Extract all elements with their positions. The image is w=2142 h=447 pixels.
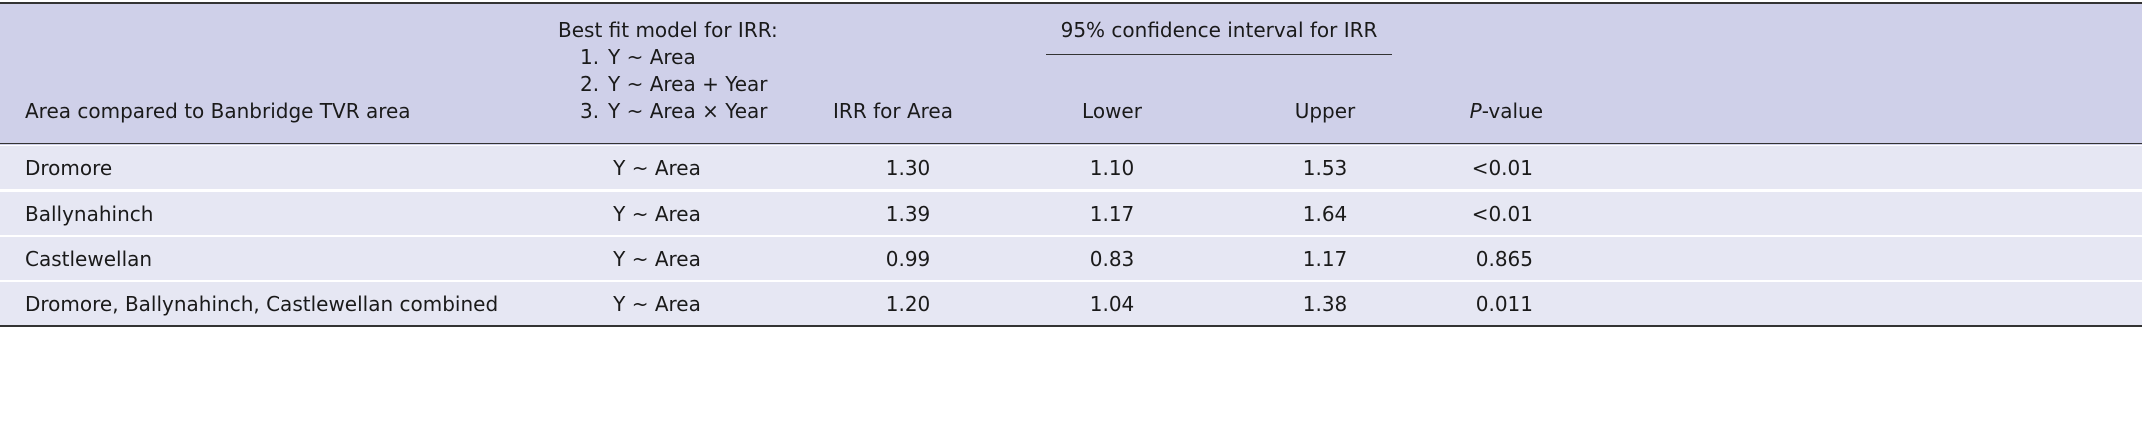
cell: 1.20 [885,292,931,316]
cell: Y ~ Area [613,292,701,316]
list-item: Y ~ Area × Year [608,99,768,123]
header-cell: IRR for Area [833,99,953,123]
cell: 0.865 [1475,247,1533,271]
cell: Y ~ Area [613,156,701,180]
header-cell: Best fit model for IRR: [558,18,778,42]
list-item: Y ~ Area [608,45,696,69]
header-rule [0,143,2142,144]
cell: Dromore, Ballynahinch, Castlewellan comb… [25,292,499,316]
cell: Y ~ Area [613,202,701,226]
cell: 0.83 [1089,247,1135,271]
row-background [0,282,2142,325]
cell: Ballynahinch [25,202,154,226]
cell: 1.17 [1302,247,1348,271]
list-number: 1. [580,45,600,69]
cell: <0.01 [1471,156,1533,180]
list-number: 3. [580,99,600,123]
cell: 1.64 [1302,202,1348,226]
cell: 0.99 [885,247,931,271]
bottom-rule [0,325,2142,327]
cell: 0.011 [1475,292,1533,316]
p-rest: -value [1481,99,1543,123]
header-cell: 95% confidence interval for IRR [1060,18,1378,42]
header-background [0,2,2142,145]
cell: Castlewellan [25,247,153,271]
list-number: 2. [580,72,600,96]
row-background [0,192,2142,235]
cell: 1.53 [1302,156,1348,180]
row-background [0,146,2142,189]
cell: 1.39 [885,202,931,226]
cell: Y ~ Area [613,247,701,271]
ci-rule [1046,54,1392,55]
header-cell: P-value [1470,98,1543,124]
cell: Dromore [25,156,113,180]
header-cell: Upper [1294,99,1356,123]
cell: 1.10 [1089,156,1135,180]
header-cell: Area compared to Banbridge TVR area [25,99,411,123]
cell: 1.04 [1089,292,1135,316]
row-background [0,237,2142,280]
cell: 1.17 [1089,202,1135,226]
p-italic: P [1469,99,1482,123]
list-item: Y ~ Area + Year [608,72,768,96]
cell: <0.01 [1471,202,1533,226]
cell: 1.30 [885,156,931,180]
cell: 1.38 [1302,292,1348,316]
header-cell: Lower [1082,99,1142,123]
